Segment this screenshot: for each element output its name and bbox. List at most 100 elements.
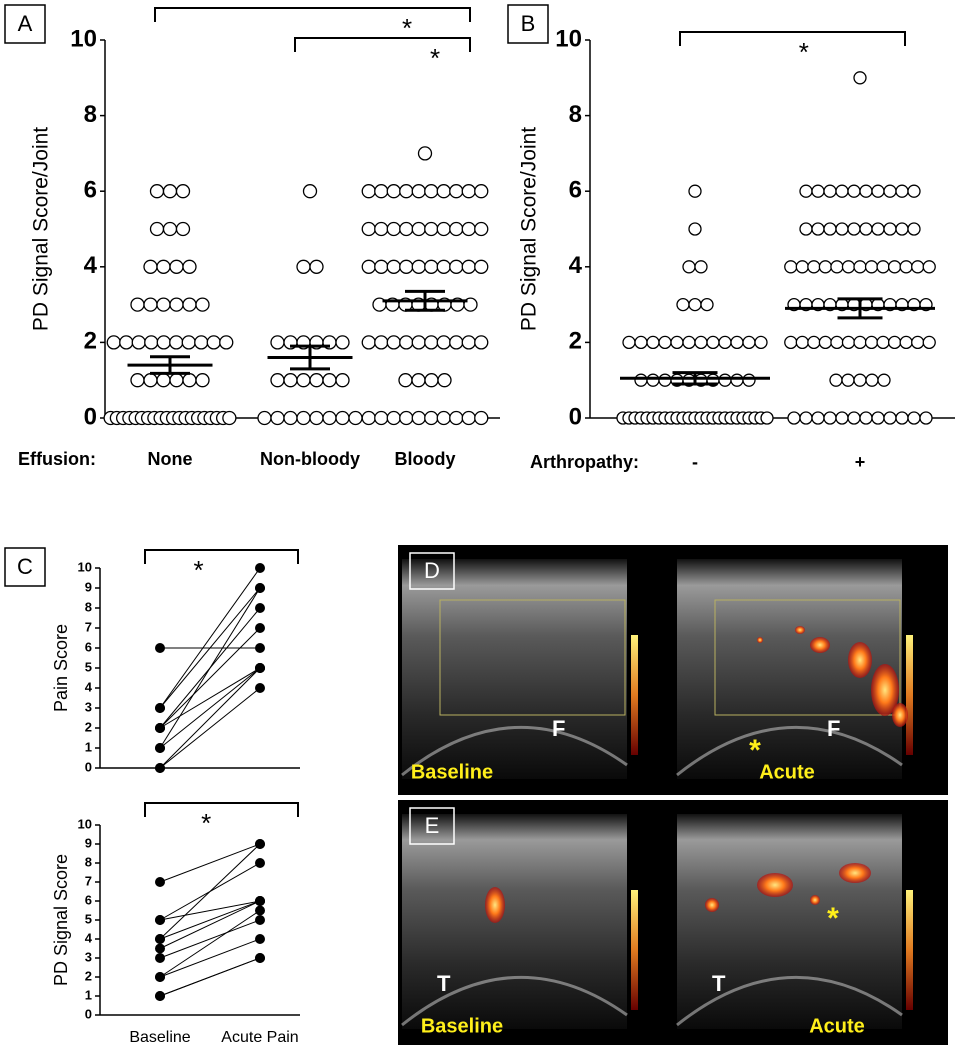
data-point bbox=[411, 184, 426, 199]
panel-letter: D bbox=[424, 558, 440, 583]
pair-line bbox=[159, 667, 261, 729]
data-point bbox=[818, 335, 833, 350]
data-point bbox=[847, 184, 861, 198]
data-point bbox=[899, 260, 913, 274]
x-tick-label: - bbox=[692, 452, 698, 472]
y-tick-label: 0 bbox=[85, 1006, 92, 1021]
data-point bbox=[436, 184, 451, 199]
data-point bbox=[162, 184, 178, 199]
doppler-bar bbox=[631, 890, 638, 1010]
image-caption: Baseline bbox=[421, 1015, 503, 1037]
data-point bbox=[322, 373, 337, 388]
data-point bbox=[676, 297, 690, 312]
y-tick-label: 4 bbox=[569, 252, 583, 279]
pair-line bbox=[159, 900, 261, 921]
image-caption: Baseline bbox=[411, 761, 493, 783]
y-tick-label: 7 bbox=[85, 873, 92, 888]
data-point bbox=[335, 373, 350, 388]
data-point bbox=[634, 373, 648, 387]
data-point bbox=[155, 763, 165, 773]
y-tick-label: 10 bbox=[78, 816, 92, 831]
data-point bbox=[864, 260, 879, 274]
data-point bbox=[361, 410, 376, 426]
data-point bbox=[877, 373, 891, 387]
y-tick-label: 6 bbox=[84, 177, 97, 204]
data-point bbox=[835, 411, 849, 425]
significance-label: * bbox=[430, 43, 440, 73]
data-point bbox=[883, 184, 897, 198]
doppler-bar bbox=[631, 635, 638, 755]
data-point bbox=[374, 221, 389, 237]
data-point bbox=[474, 184, 489, 199]
data-point bbox=[859, 184, 873, 198]
data-point bbox=[322, 410, 337, 426]
data-point bbox=[156, 373, 171, 388]
data-point bbox=[411, 373, 426, 388]
data-point bbox=[670, 335, 684, 350]
data-point bbox=[270, 373, 285, 388]
structure-label: T bbox=[712, 971, 726, 996]
data-point bbox=[461, 410, 476, 426]
data-point bbox=[449, 184, 464, 199]
chart-panel: C 0 1 2 3 4 5 6 7 8 9 10 Pain Score * bbox=[4, 547, 300, 774]
tissue-arc bbox=[401, 725, 628, 777]
data-point bbox=[811, 222, 825, 236]
data-point bbox=[823, 411, 837, 425]
y-tick-label: 2 bbox=[569, 328, 582, 355]
data-point bbox=[907, 222, 921, 236]
doppler-signal bbox=[871, 664, 899, 716]
significance-label: * bbox=[402, 13, 412, 43]
data-point bbox=[335, 335, 350, 350]
doppler-signal bbox=[810, 637, 830, 653]
data-point bbox=[474, 259, 489, 274]
y-tick-label: 8 bbox=[85, 854, 92, 869]
y-axis-label: PD Signal Score bbox=[51, 854, 71, 986]
data-point bbox=[883, 411, 897, 425]
sem-bar bbox=[672, 371, 718, 386]
data-point bbox=[255, 953, 265, 963]
data-point bbox=[883, 222, 897, 236]
data-point bbox=[309, 410, 324, 426]
data-point bbox=[424, 259, 439, 274]
scan-area bbox=[402, 814, 627, 1029]
chart-panel: 0 1 2 3 4 5 6 7 8 9 10 PD Signal Score Baseline Acute… bbox=[51, 802, 300, 1046]
data-point bbox=[922, 260, 936, 274]
y-tick-label: 10 bbox=[70, 25, 97, 52]
data-point bbox=[895, 222, 909, 236]
panel-letter: A bbox=[18, 11, 33, 36]
data-point bbox=[169, 373, 184, 388]
data-point bbox=[859, 411, 873, 425]
data-point bbox=[818, 260, 833, 274]
panel-letter: E bbox=[425, 813, 440, 838]
structure-label: F bbox=[552, 716, 565, 741]
pair-line bbox=[159, 938, 261, 978]
data-point bbox=[847, 411, 861, 425]
y-tick-label: 8 bbox=[84, 101, 97, 128]
y-tick-label: 9 bbox=[85, 579, 92, 594]
data-point bbox=[688, 184, 702, 198]
x-tick-label: Acute Pain bbox=[221, 1029, 298, 1046]
panel-letter-box bbox=[507, 4, 549, 44]
data-point bbox=[255, 683, 265, 693]
doppler-signal bbox=[705, 898, 719, 912]
chart-panel: B 0 2 4 6 8 10 PD Signal Score/Joint Arthropathy… bbox=[507, 4, 955, 472]
data-point bbox=[437, 373, 452, 388]
data-point bbox=[436, 410, 451, 426]
data-point bbox=[424, 184, 439, 199]
group-label: Effusion: bbox=[18, 449, 96, 469]
data-point bbox=[871, 222, 885, 236]
data-point bbox=[787, 411, 801, 425]
doppler-signal bbox=[757, 873, 793, 897]
data-point bbox=[296, 259, 311, 274]
pair-line bbox=[159, 957, 261, 997]
data-point bbox=[823, 184, 837, 198]
data-point bbox=[155, 934, 165, 944]
data-point bbox=[386, 410, 401, 426]
y-tick-label: 6 bbox=[85, 639, 92, 654]
data-point bbox=[155, 991, 165, 1001]
data-point bbox=[257, 410, 272, 426]
pair-line bbox=[159, 919, 261, 959]
data-point bbox=[784, 260, 798, 274]
data-point bbox=[887, 335, 902, 350]
